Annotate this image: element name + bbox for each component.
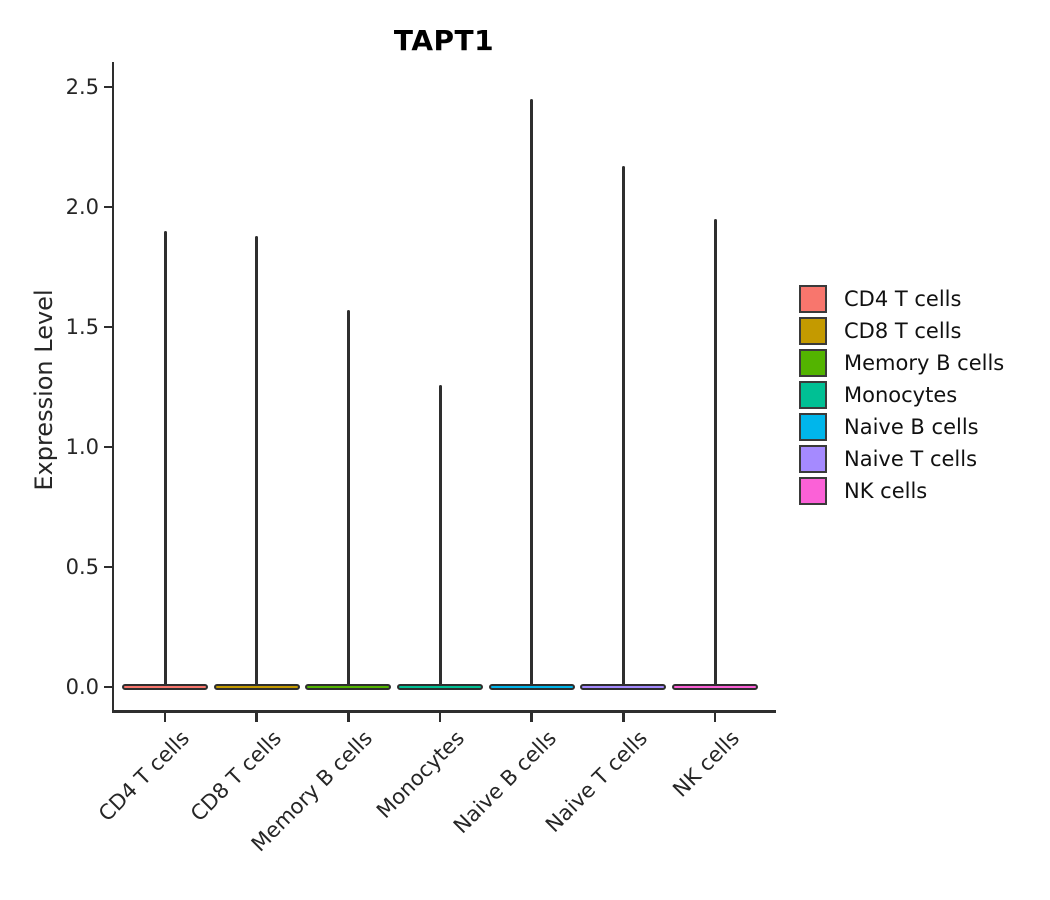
violin-spike — [438, 384, 442, 687]
y-axis-tick — [103, 685, 113, 689]
y-axis-tick-label: 1.5 — [65, 315, 99, 339]
violin-base — [672, 683, 759, 690]
y-axis-line — [111, 62, 114, 713]
y-axis-tick-label: 0.0 — [65, 675, 99, 699]
y-axis-tick — [103, 445, 113, 449]
violin-spike — [713, 219, 717, 687]
legend-swatch-naive-t-cells — [799, 445, 827, 473]
legend-item-nk-cells: NK cells — [799, 475, 1004, 507]
violin-base — [305, 683, 392, 690]
legend-item-cd4-t-cells: CD4 T cells — [799, 283, 1004, 315]
violin-base — [580, 683, 667, 690]
x-axis-line — [111, 710, 776, 713]
y-axis-tick-label: 1.0 — [65, 435, 99, 459]
violin-base — [122, 683, 208, 690]
x-axis-tick — [255, 712, 258, 722]
legend-label: Monocytes — [844, 383, 958, 407]
y-axis-tick — [103, 85, 113, 89]
legend-label: CD8 T cells — [844, 319, 962, 343]
x-axis-tick — [163, 712, 167, 722]
legend-swatch-memory-b-cells — [799, 349, 827, 377]
legend-label: NK cells — [844, 479, 928, 503]
x-axis-tick — [713, 712, 717, 722]
x-axis-tick — [438, 712, 442, 722]
violin-spike — [163, 231, 167, 687]
y-axis-label: Expression Level — [30, 289, 58, 491]
legend-swatch-monocytes — [799, 381, 827, 409]
violin-base — [488, 683, 575, 690]
chart-title: TAPT1 — [393, 24, 495, 57]
legend-item-naive-t-cells: Naive T cells — [799, 443, 1004, 475]
violin-base — [397, 683, 483, 690]
legend-swatch-nk-cells — [799, 477, 827, 505]
x-axis-tick — [622, 712, 625, 722]
y-axis-tick-label: 0.5 — [65, 555, 99, 579]
y-axis-tick-label: 2.0 — [65, 195, 99, 219]
legend-item-monocytes: Monocytes — [799, 379, 1004, 411]
violin-spike — [621, 166, 625, 687]
violin-spike — [530, 99, 534, 687]
legend-item-cd8-t-cells: CD8 T cells — [799, 315, 1004, 347]
violin-spike — [346, 310, 350, 687]
violin-spike — [255, 235, 259, 687]
violin-base — [213, 683, 300, 690]
legend-swatch-cd8-t-cells — [799, 317, 827, 345]
legend-swatch-cd4-t-cells — [799, 285, 827, 313]
y-axis-tick — [103, 325, 113, 329]
legend-item-memory-b-cells: Memory B cells — [799, 347, 1004, 379]
legend-item-naive-b-cells: Naive B cells — [799, 411, 1004, 443]
x-axis-category-label: CD4 T cells — [93, 726, 194, 827]
x-axis-tick — [530, 712, 533, 722]
legend-label: Memory B cells — [844, 351, 1005, 375]
y-axis-tick — [103, 205, 113, 209]
legend-swatch-naive-b-cells — [799, 413, 827, 441]
y-axis-tick-label: 2.5 — [65, 75, 99, 99]
legend: CD4 T cells CD8 T cells Memory B cells Mono… — [799, 283, 1004, 507]
legend-label: Naive B cells — [844, 415, 979, 439]
legend-label: Naive T cells — [844, 447, 978, 471]
legend-label: CD4 T cells — [844, 287, 962, 311]
x-axis-tick — [347, 712, 350, 722]
y-axis-tick — [103, 565, 113, 569]
